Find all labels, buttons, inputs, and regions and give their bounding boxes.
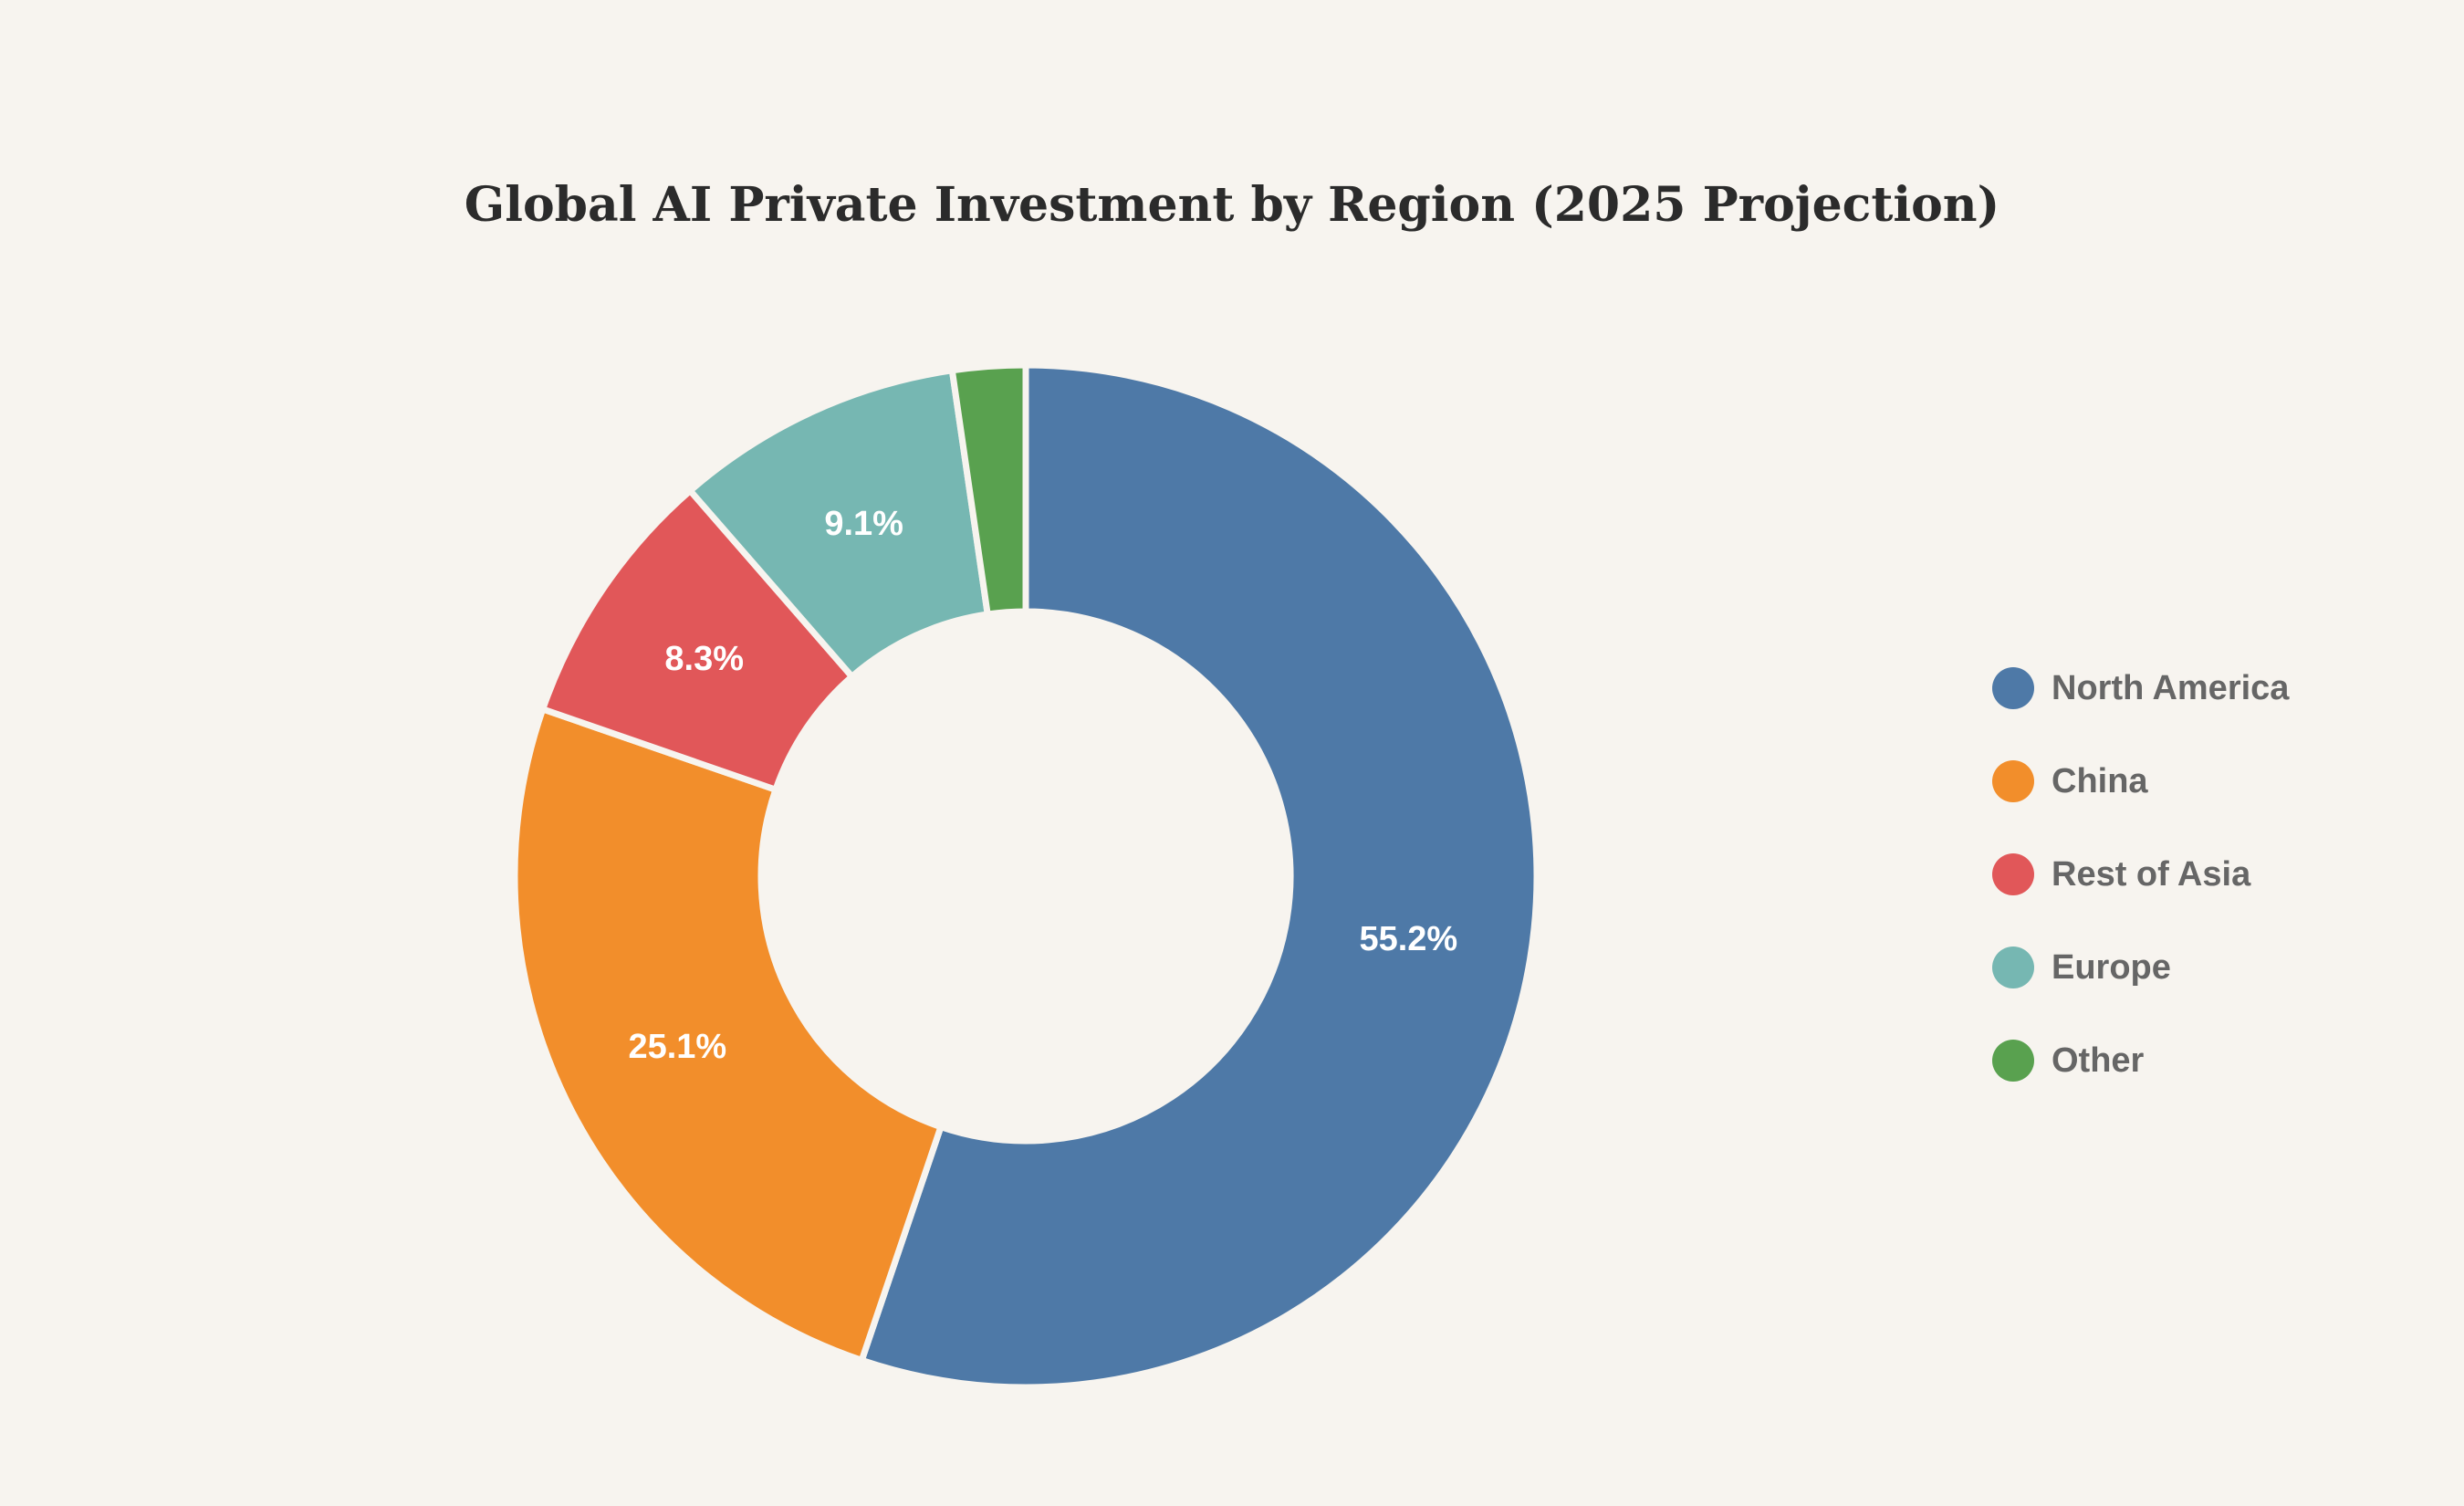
- slice-china[interactable]: [511, 706, 945, 1364]
- slice-label-china: 25.1%: [628, 1028, 726, 1066]
- legend-item-other[interactable]: Other: [1992, 1040, 2145, 1082]
- slice-other[interactable]: [948, 361, 1029, 618]
- slice-label-north-america: 55.2%: [1359, 920, 1457, 958]
- donut-slices: [511, 361, 1540, 1391]
- slice-label-rest-of-asia: 8.3%: [664, 640, 744, 678]
- legend-label-rest-of-asia: Rest of Asia: [2052, 855, 2251, 894]
- legend-label-europe: Europe: [2052, 948, 2171, 987]
- legend-item-north-america[interactable]: North America: [1992, 667, 2290, 709]
- slice-labels: 55.2% 25.1% 8.3% 9.1%: [628, 505, 1457, 1066]
- legend-swatch-china: [1992, 760, 2034, 802]
- legend-swatch-north-america: [1992, 667, 2034, 709]
- legend-label-north-america: North America: [2052, 669, 2290, 707]
- slice-north-america[interactable]: [858, 361, 1540, 1391]
- legend-swatch-other: [1992, 1040, 2034, 1082]
- slice-europe[interactable]: [686, 367, 991, 680]
- legend-swatch-europe: [1992, 946, 2034, 988]
- slice-label-europe: 9.1%: [824, 505, 903, 543]
- legend-label-china: China: [2052, 762, 2148, 800]
- legend-item-china[interactable]: China: [1992, 760, 2148, 802]
- legend-item-rest-of-asia[interactable]: Rest of Asia: [1992, 853, 2251, 895]
- legend-label-other: Other: [2052, 1041, 2145, 1080]
- legend: North America China Rest of Asia Europe Othe…: [1992, 667, 2290, 1082]
- legend-swatch-rest-of-asia: [1992, 853, 2034, 895]
- chart-title: Global AI Private Investment by Region (…: [465, 177, 1999, 233]
- legend-item-europe[interactable]: Europe: [1992, 946, 2171, 988]
